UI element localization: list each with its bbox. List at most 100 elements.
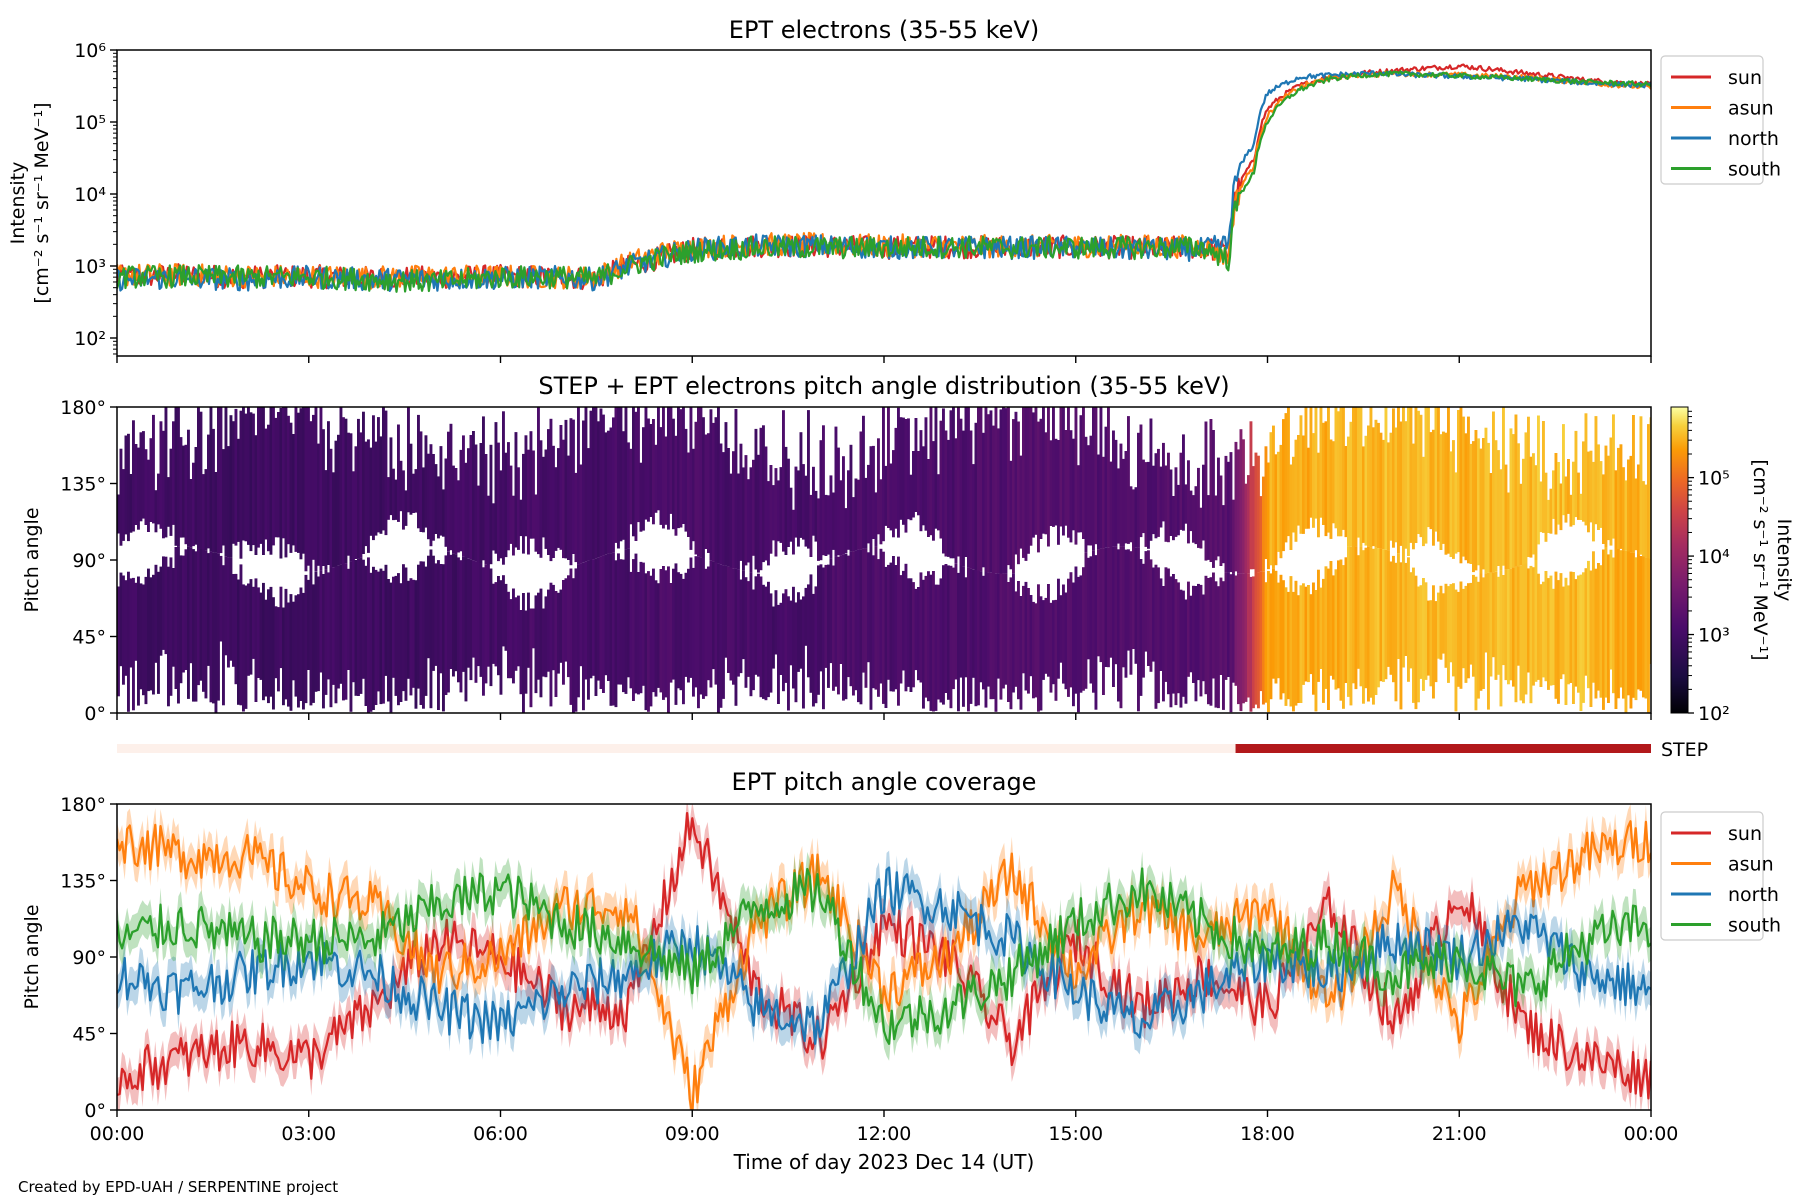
heatmap-cell [202,549,205,692]
heatmap-cell [1209,577,1213,706]
heatmap-cell [654,580,658,697]
heatmap-cell [629,571,633,689]
heatmap-cell [1192,495,1195,543]
heatmap-cell [229,415,233,558]
heatmap-cell [1569,494,1573,527]
heatmap-cell [942,408,945,554]
heatmap-cell [1154,564,1158,709]
heatmap-cell [1252,466,1255,570]
coverage-line-asun [117,820,1651,1110]
heatmap-cell [1132,547,1135,649]
heatmap-cell [924,575,928,698]
heatmap-cell [212,428,215,553]
heatmap-cell [1507,569,1510,685]
heatmap-cell [1034,407,1038,535]
heatmap-cell [557,448,560,548]
heatmap-cell [1169,469,1173,536]
heatmap-cell [1212,430,1215,568]
colorbar-label-line1: Intensity [1773,519,1795,602]
heatmap-cell [1037,584,1040,712]
heatmap-cell [259,592,263,680]
heatmap-cell [764,446,768,561]
heatmap-cell [1642,481,1645,557]
heatmap-cell [1044,432,1048,535]
heatmap-cell [1494,571,1498,680]
heatmap-cell [907,418,910,520]
heatmap-cell [334,440,338,567]
heatmap-cell [962,566,965,707]
heatmap-cell [1579,574,1583,711]
heatmap-cell [814,490,818,542]
heatmap-cell [1537,573,1540,680]
heatmap-cell [1249,421,1253,570]
heatmap-cell [1259,496,1263,572]
heatmap-cell [544,449,548,549]
heatmap-cell [947,565,950,700]
heatmap-cell [852,551,855,696]
heatmap-cell [867,552,870,663]
heatmap-cell [1074,566,1078,694]
heatmap-cell [867,464,870,544]
heatmap-cell [687,568,690,683]
x-tick-label: 12:00 [857,1123,912,1145]
heatmap-cell [447,551,450,693]
heatmap-cell [154,490,158,533]
heatmap-cell [902,570,905,671]
heatmap-cell [1572,461,1575,526]
heatmap-cell [1237,449,1240,574]
heatmap-cell [277,412,280,538]
heatmap-cell [1549,575,1553,686]
heatmap-cell [1644,557,1648,699]
heatmap-cell [909,578,913,692]
step-bar-active [1235,744,1651,753]
heatmap-cell [499,470,503,559]
heatmap-cell [1122,458,1125,547]
heatmap-cell [682,578,685,705]
heatmap-cell [1107,407,1110,548]
heatmap-cell [704,434,708,549]
heatmap-cell [1052,600,1055,685]
heatmap-cell [1299,585,1303,703]
heatmap-cell [389,437,393,516]
heatmap-cell [372,566,375,710]
heatmap-cell [339,407,343,565]
heatmap-cell [444,555,448,695]
heatmap-cell [657,407,660,511]
heatmap-cell [802,464,805,540]
heatmap-cell [159,421,163,529]
heatmap-cell [1642,556,1645,698]
heatmap-cell [599,408,603,557]
heatmap-cell [407,580,410,679]
heatmap-cell [359,557,363,694]
heatmap-cell [1042,407,1045,534]
heatmap-cell [997,428,1000,574]
heatmap-cell [857,479,860,550]
heatmap-cell [824,494,828,556]
heatmap-cell [1639,416,1643,555]
heatmap-cell [294,595,298,697]
heatmap-cell [1094,407,1098,545]
heatmap-cell [967,407,970,568]
heatmap-cell [1177,484,1180,536]
heatmap-cell [1514,414,1518,567]
heatmap-cell [692,567,695,697]
heatmap-cell [947,439,950,557]
heatmap-cell [197,407,200,549]
heatmap-cell [964,577,968,678]
heatmap-cell [1087,557,1090,660]
heatmap-cell [1342,407,1345,530]
heatmap-cell [1572,572,1575,704]
heatmap-cell [1462,588,1465,669]
heatmap-cell [1342,565,1345,709]
heatmap-cell [177,546,180,704]
heatmap-cell [779,467,783,543]
middle-y-ticks: 0° 45° 90° 135° 180° [60,397,117,725]
heatmap-cell [902,417,905,525]
heatmap-cell [1532,567,1535,686]
heatmap-cell [257,407,260,548]
heatmap-cell [667,566,670,713]
heatmap-cell [629,448,633,525]
heatmap-cell [652,419,655,525]
heatmap-cell [594,407,598,559]
heatmap-cell [1227,572,1230,677]
